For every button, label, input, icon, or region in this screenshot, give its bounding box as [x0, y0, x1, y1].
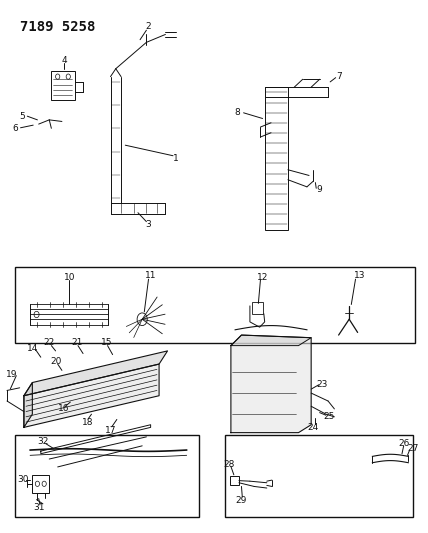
Text: 14: 14	[27, 344, 38, 353]
Text: 5: 5	[19, 112, 25, 120]
Bar	[265, 87, 288, 230]
Text: 9: 9	[317, 185, 322, 194]
Bar	[51, 71, 74, 100]
Polygon shape	[24, 364, 159, 427]
Text: 4: 4	[61, 56, 67, 66]
Polygon shape	[24, 351, 167, 395]
Text: 15: 15	[101, 338, 112, 348]
Text: 1: 1	[173, 154, 179, 163]
Polygon shape	[231, 335, 311, 345]
Text: 29: 29	[236, 496, 247, 505]
Bar	[33, 475, 49, 494]
Text: 7: 7	[336, 72, 342, 81]
Text: 26: 26	[398, 439, 410, 448]
Text: 19: 19	[6, 370, 17, 379]
Text: 22: 22	[44, 338, 55, 348]
Text: 24: 24	[308, 423, 319, 432]
Text: 13: 13	[354, 271, 366, 280]
Bar	[225, 435, 413, 517]
Polygon shape	[231, 335, 311, 433]
Text: 21: 21	[71, 338, 83, 348]
Text: 12: 12	[257, 272, 268, 281]
Text: 31: 31	[33, 503, 45, 512]
Text: 17: 17	[105, 425, 116, 434]
Text: 23: 23	[316, 380, 327, 389]
Text: 25: 25	[323, 413, 335, 421]
Text: 2: 2	[146, 22, 152, 31]
Text: 11: 11	[145, 271, 156, 280]
Text: 8: 8	[235, 108, 240, 117]
Bar	[230, 476, 239, 486]
Text: 6: 6	[12, 124, 18, 133]
Text: 10: 10	[64, 272, 75, 281]
Text: 18: 18	[81, 417, 93, 426]
Text: 28: 28	[223, 460, 235, 469]
Bar	[15, 266, 415, 343]
Bar	[252, 302, 263, 314]
Text: 27: 27	[407, 444, 418, 453]
Text: 32: 32	[37, 437, 49, 446]
Text: 3: 3	[146, 220, 152, 229]
Text: 7189 5258: 7189 5258	[20, 20, 95, 34]
Text: 30: 30	[17, 474, 29, 483]
Bar	[15, 435, 199, 517]
Text: 16: 16	[58, 405, 70, 414]
Text: 20: 20	[50, 357, 61, 366]
Polygon shape	[24, 383, 33, 427]
